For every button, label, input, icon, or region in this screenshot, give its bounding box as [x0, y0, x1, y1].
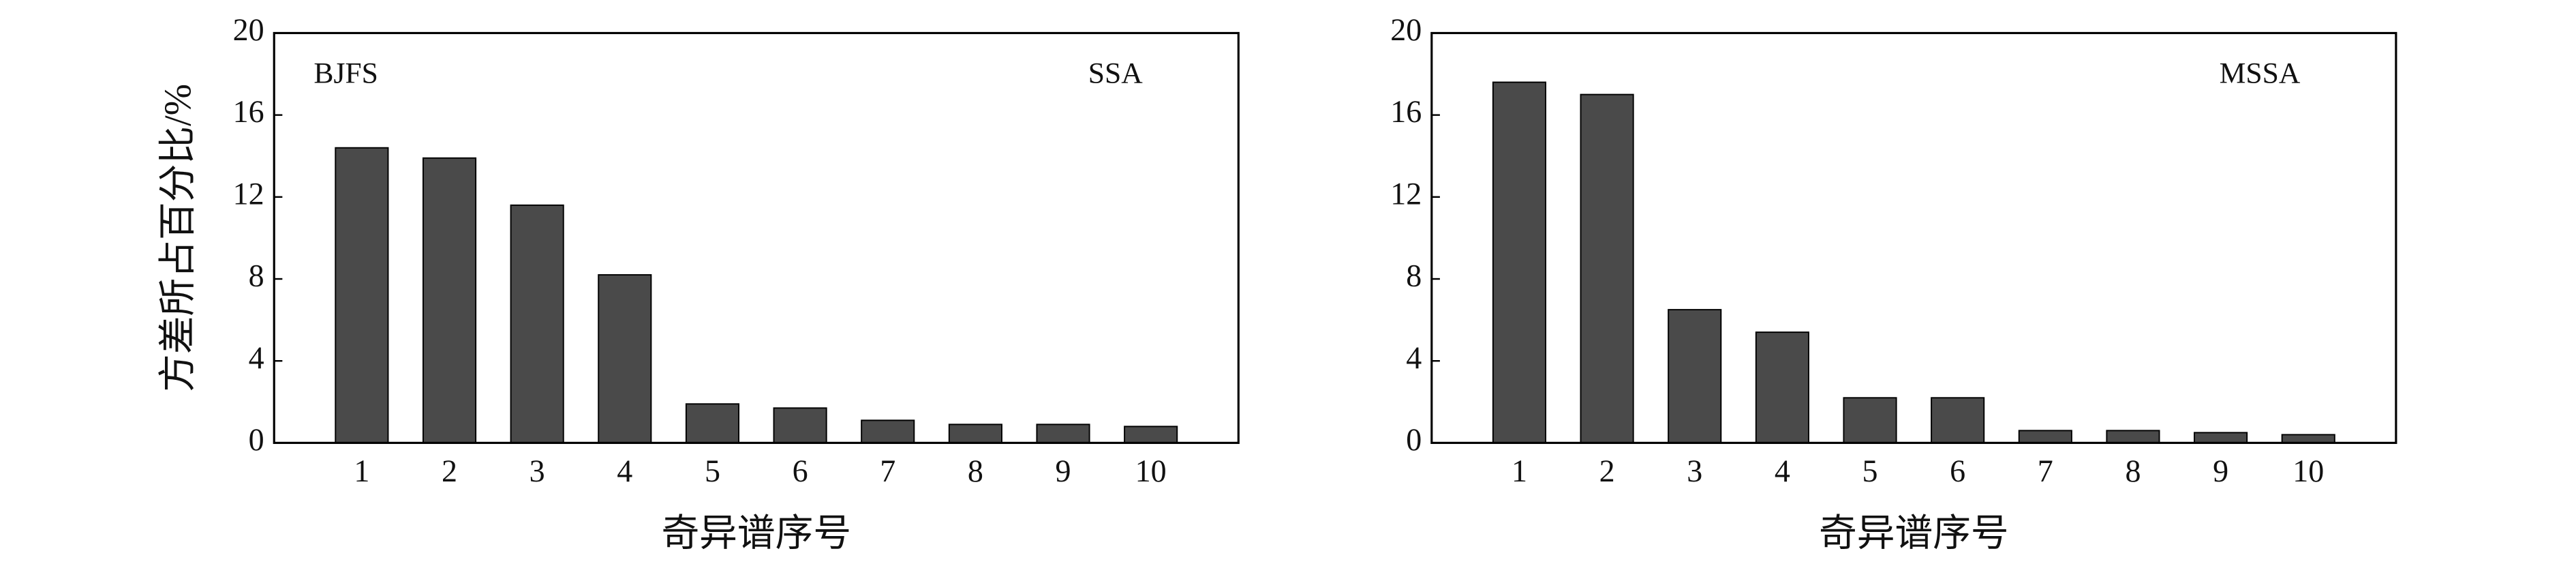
bar — [773, 407, 827, 444]
bar — [2106, 430, 2160, 444]
y-tick-label: 20 — [233, 12, 264, 47]
bar — [1755, 331, 1809, 444]
bar — [948, 424, 1002, 444]
x-axis-label: 奇异谱序号 — [661, 512, 851, 554]
x-tick-label: 4 — [617, 454, 632, 488]
annotation: SSA — [1088, 57, 1144, 89]
bar — [422, 157, 477, 444]
bar — [2018, 430, 2072, 444]
x-tick-label: 1 — [1512, 454, 1527, 488]
plot-frame — [1430, 31, 2397, 444]
x-tick-label: 2 — [1599, 454, 1615, 488]
annotation: MSSA — [2220, 57, 2301, 89]
y-tick-label: 4 — [1406, 340, 1422, 375]
x-tick-label: 9 — [1056, 454, 1071, 488]
x-tick-label: 8 — [2125, 454, 2141, 488]
x-tick-label: 5 — [705, 454, 720, 488]
y-tick-label: 12 — [233, 176, 264, 211]
x-tick-label: 8 — [968, 454, 983, 488]
x-tick-label: 2 — [442, 454, 457, 488]
y-tick-label: 12 — [1390, 176, 1422, 211]
bar — [861, 419, 915, 444]
bar — [335, 147, 389, 444]
x-tick-label: 7 — [880, 454, 895, 488]
y-tick-label: 8 — [1406, 258, 1422, 293]
bar — [2194, 432, 2248, 444]
x-tick-label: 10 — [2293, 454, 2324, 488]
y-tick-label: 16 — [1390, 94, 1422, 129]
bar — [1843, 397, 1897, 444]
bar — [1668, 309, 1722, 444]
bar — [510, 204, 564, 444]
x-axis-label: 奇异谱序号 — [1819, 512, 2009, 554]
y-tick-label: 4 — [249, 340, 264, 375]
x-tick-label: 1 — [354, 454, 369, 488]
bar — [1580, 93, 1634, 444]
x-tick-label: 7 — [2038, 454, 2053, 488]
x-tick-label: 3 — [530, 454, 545, 488]
bar — [2281, 434, 2335, 444]
x-tick-label: 4 — [1775, 454, 1790, 488]
x-tick-label: 3 — [1687, 454, 1702, 488]
bar — [685, 403, 740, 444]
y-tick-label: 0 — [249, 422, 264, 457]
x-tick-label: 6 — [793, 454, 808, 488]
bar — [1931, 397, 1985, 444]
x-tick-label: 10 — [1135, 454, 1167, 488]
x-tick-label: 6 — [1950, 454, 1965, 488]
plot-frame — [273, 31, 1240, 444]
bar — [598, 274, 652, 444]
annotation: BJFS — [313, 57, 378, 89]
bar — [1036, 424, 1090, 444]
y-tick-label: 16 — [233, 94, 264, 129]
x-tick-label: 5 — [1862, 454, 1878, 488]
x-tick-label: 9 — [2213, 454, 2228, 488]
y-tick-label: 20 — [1390, 12, 1422, 47]
bar — [1492, 81, 1547, 444]
bar — [1124, 426, 1178, 444]
y-tick-label: 0 — [1406, 422, 1422, 457]
y-axis-label: 方差所占百分比/% — [157, 84, 199, 392]
y-tick-label: 8 — [249, 258, 264, 293]
